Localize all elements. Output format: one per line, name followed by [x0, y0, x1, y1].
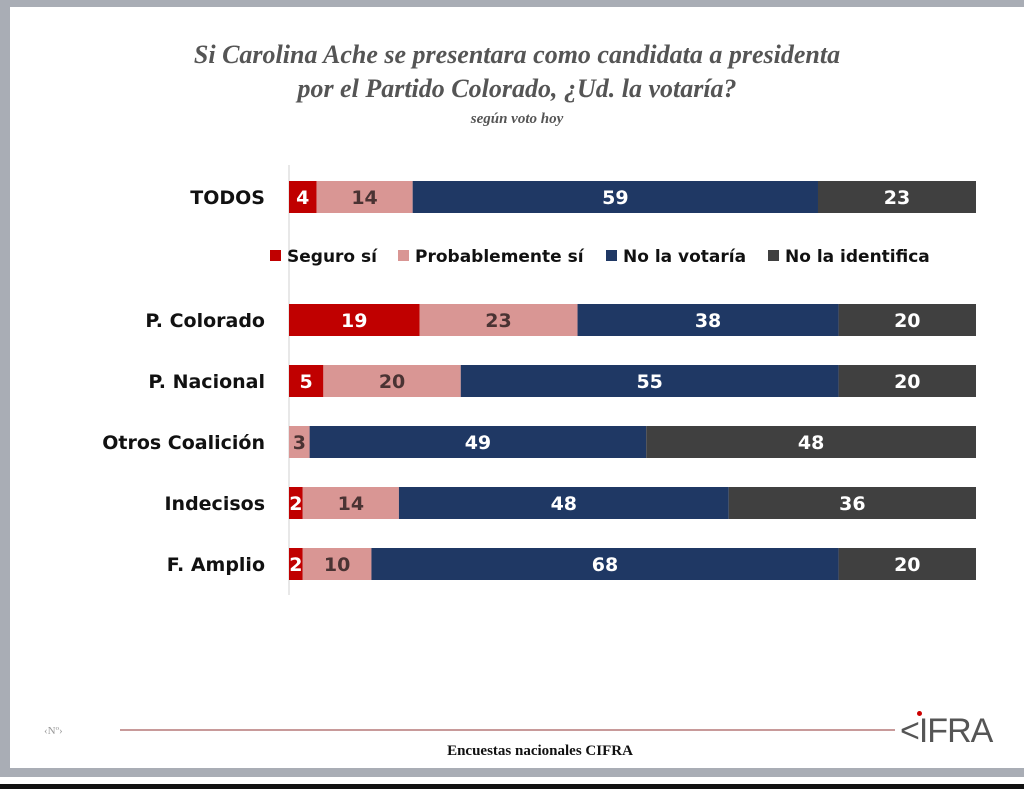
bar-segment [289, 426, 310, 458]
bar-segment [289, 548, 303, 580]
data-label: 36 [839, 493, 865, 515]
logo-dot [917, 711, 922, 716]
data-label: 48 [551, 493, 577, 515]
data-label: 14 [338, 493, 364, 515]
data-label: 38 [695, 310, 721, 332]
data-label: 23 [485, 310, 511, 332]
data-label: 2 [289, 554, 302, 576]
category-label: TODOS [190, 187, 265, 209]
data-label: 59 [602, 187, 628, 209]
bar-segment [289, 487, 303, 519]
data-label: 4 [296, 187, 309, 209]
bar-segment [838, 548, 976, 580]
bar-segment [371, 548, 839, 580]
data-label: 68 [592, 554, 618, 576]
bar-segment [577, 304, 839, 336]
bar-segment [838, 304, 976, 336]
legend-swatch [270, 250, 281, 261]
data-label: 14 [351, 187, 377, 209]
bar-segment [460, 365, 839, 397]
legend-swatch [398, 250, 409, 261]
page-number: ‹Nº› [44, 725, 63, 737]
data-label: 49 [465, 432, 491, 454]
frame-left [0, 0, 10, 775]
bar-segment [302, 487, 399, 519]
bar-segment [817, 181, 976, 213]
data-label: 19 [341, 310, 367, 332]
chart-title-line-2: por el Partido Colorado, ¿Ud. la votaría… [297, 74, 737, 103]
bar-segment [302, 548, 372, 580]
bar-segment [289, 304, 420, 336]
data-label: 2 [289, 493, 302, 515]
bar-segment [289, 365, 324, 397]
category-label: P. Colorado [145, 310, 265, 332]
bar-segment [419, 304, 578, 336]
data-label: 20 [894, 554, 920, 576]
data-label: 5 [300, 371, 313, 393]
data-label: 3 [293, 432, 306, 454]
bar-segment [289, 181, 317, 213]
data-label: 23 [884, 187, 910, 209]
legend-label: Seguro sí [287, 247, 378, 267]
category-label: Indecisos [164, 493, 265, 515]
legend-label: No la identifica [785, 247, 930, 267]
data-label: 48 [798, 432, 824, 454]
bar-segment [323, 365, 461, 397]
category-label: P. Nacional [148, 371, 265, 393]
footer-source: Encuestas nacionales CIFRA [447, 743, 633, 759]
bar-segment [412, 181, 818, 213]
legend-swatch [606, 250, 617, 261]
chart-subtitle: según voto hoy [470, 111, 564, 127]
frame-top [0, 0, 1024, 7]
data-label: 10 [324, 554, 350, 576]
bar-segment [316, 181, 413, 213]
bar-segment [309, 426, 647, 458]
category-label: F. Amplio [167, 554, 265, 576]
category-label: Otros Coalición [102, 432, 265, 454]
cifra-logo: <IFRA [900, 712, 993, 750]
chart-title-line-1: Si Carolina Ache se presentara como cand… [193, 40, 841, 69]
data-label: 20 [894, 310, 920, 332]
data-label: 20 [379, 371, 405, 393]
frame-bottom [0, 768, 1024, 777]
bar-segment [728, 487, 976, 519]
frame-end [0, 784, 1024, 789]
bar-segment [398, 487, 729, 519]
legend-label: Probablemente sí [415, 247, 585, 267]
bar-segment [838, 365, 976, 397]
data-label: 55 [636, 371, 662, 393]
legend-swatch [768, 250, 779, 261]
legend-label: No la votaría [623, 247, 746, 267]
data-label: 20 [894, 371, 920, 393]
bar-segment [646, 426, 976, 458]
footer-rule [120, 729, 895, 731]
